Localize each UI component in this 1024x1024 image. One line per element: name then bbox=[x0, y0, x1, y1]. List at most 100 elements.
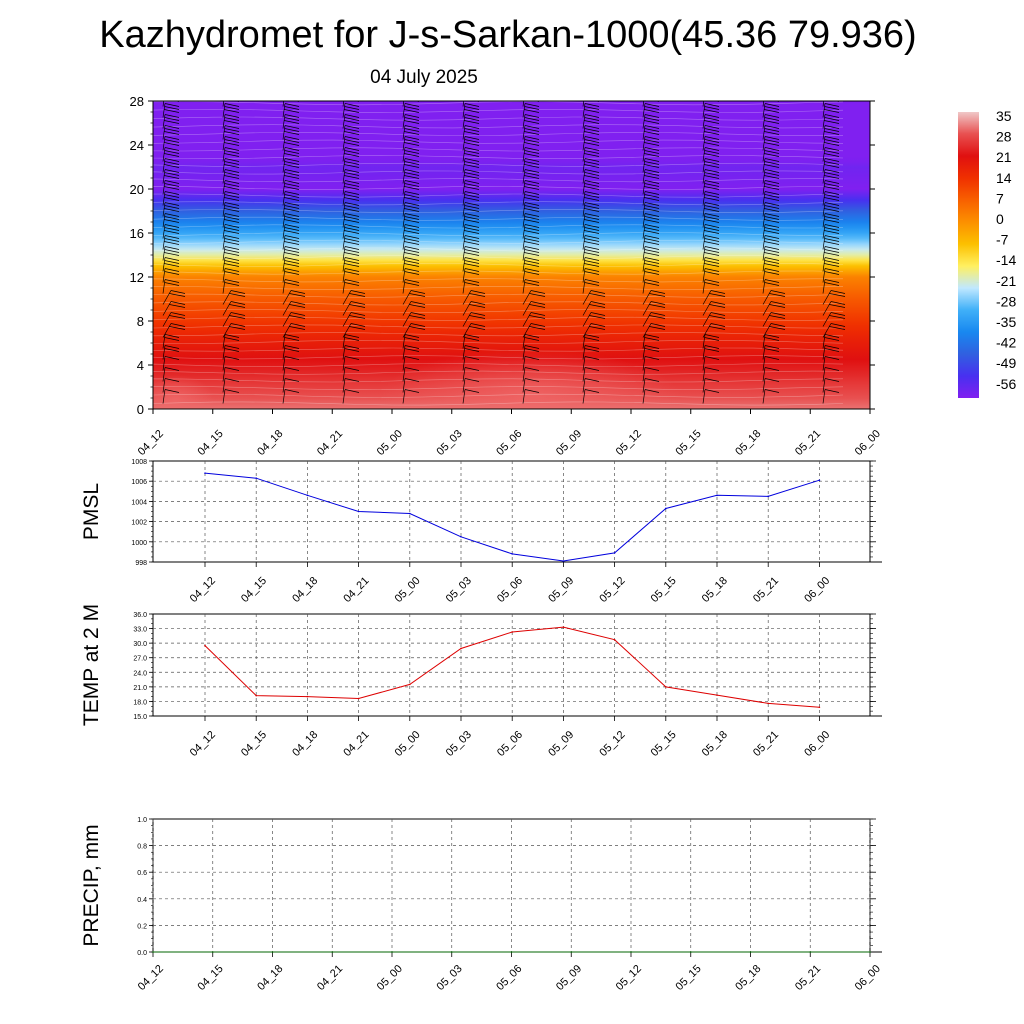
panel-x-tick-label: 05_09 bbox=[546, 729, 576, 759]
wind-barb bbox=[162, 312, 186, 327]
wind-barb bbox=[402, 235, 420, 250]
series-point bbox=[357, 510, 360, 513]
series-point bbox=[689, 951, 692, 953]
wind-barb bbox=[402, 268, 420, 283]
wind-barb bbox=[822, 356, 840, 371]
wind-barb bbox=[822, 334, 840, 349]
wind-barb bbox=[642, 279, 660, 294]
wind-barb bbox=[702, 246, 720, 261]
colorbar-labels: 35 28 21 14 7 0 -7 -14 -21 -28 -35 -42 -49 -56 bbox=[996, 108, 1016, 392]
isotherm-line bbox=[153, 401, 844, 406]
wind-barb bbox=[402, 147, 420, 162]
colorbar-label: -21 bbox=[996, 273, 1016, 289]
isotherm-line bbox=[153, 209, 844, 213]
isotherm-line bbox=[153, 262, 844, 267]
isotherm-line bbox=[153, 170, 844, 175]
series-point bbox=[204, 472, 206, 474]
wind-barb bbox=[822, 235, 840, 250]
section-x-tick-label: 05_09 bbox=[554, 428, 584, 458]
wind-barb bbox=[162, 103, 180, 118]
panel-x-tick-label: 05_18 bbox=[733, 963, 763, 993]
wind-barb bbox=[702, 345, 720, 360]
wind-barb bbox=[642, 224, 660, 239]
wind-barb bbox=[582, 213, 600, 228]
series-point bbox=[665, 507, 667, 510]
wind-barb bbox=[883, 203, 899, 217]
wind-barb bbox=[222, 389, 240, 404]
wind-barb bbox=[762, 312, 786, 327]
wind-barb bbox=[162, 367, 180, 382]
wind-barb bbox=[883, 115, 899, 129]
series-point bbox=[211, 951, 214, 953]
section-x-tick-label: 04_15 bbox=[196, 428, 226, 458]
wind-barb bbox=[282, 367, 300, 382]
panel-y-tick-label: 21.0 bbox=[133, 685, 147, 692]
wind-barb bbox=[462, 356, 480, 371]
wind-barb bbox=[883, 247, 899, 261]
wind-barb bbox=[162, 257, 180, 272]
wind-barb bbox=[462, 136, 480, 151]
wind-barb bbox=[762, 235, 780, 250]
isotherm-line bbox=[153, 293, 844, 298]
wind-barb bbox=[462, 334, 480, 349]
colorbar-label: -14 bbox=[996, 252, 1016, 268]
colorbar-label: -35 bbox=[996, 314, 1016, 330]
wind-barb bbox=[402, 202, 420, 217]
wind-barb bbox=[883, 104, 899, 118]
wind-barb bbox=[883, 148, 899, 162]
isotherm-line bbox=[153, 347, 844, 352]
series-point bbox=[306, 695, 309, 698]
wind-barb bbox=[642, 213, 660, 228]
wind-barb bbox=[582, 246, 600, 261]
wind-barb bbox=[222, 101, 240, 107]
wind-barb bbox=[762, 136, 780, 151]
wind-barb bbox=[462, 257, 480, 272]
wind-barb bbox=[822, 323, 846, 338]
panel-y-tick-label: 18.0 bbox=[133, 699, 147, 706]
wind-barb bbox=[162, 389, 180, 404]
wind-barb bbox=[402, 101, 420, 107]
wind-barb bbox=[822, 213, 840, 228]
wind-barb bbox=[402, 356, 420, 371]
wind-barb bbox=[402, 290, 426, 305]
wind-barb bbox=[462, 246, 480, 261]
panel-x-tick-label: 04_18 bbox=[255, 963, 285, 993]
wind-barb bbox=[462, 103, 480, 118]
wind-barb bbox=[462, 235, 480, 250]
wind-barb bbox=[282, 103, 300, 118]
wind-barb bbox=[282, 147, 300, 162]
panel-x-tick-label: 05_00 bbox=[375, 963, 405, 993]
wind-barb bbox=[342, 224, 360, 239]
wind-barb bbox=[582, 323, 606, 338]
series-point bbox=[570, 951, 573, 953]
wind-barb bbox=[162, 290, 186, 305]
isotherm-line bbox=[153, 286, 844, 290]
wind-barb bbox=[883, 357, 899, 371]
section-y-tick-label: 8 bbox=[137, 314, 144, 329]
wind-barb bbox=[883, 225, 899, 239]
wind-barb bbox=[162, 158, 180, 173]
series-point bbox=[665, 686, 667, 688]
wind-barb bbox=[282, 213, 300, 228]
wind-barb bbox=[642, 312, 666, 327]
panel-x-tick-label: 05_03 bbox=[444, 729, 474, 759]
series-point bbox=[357, 697, 360, 700]
isotherm-line bbox=[153, 216, 844, 221]
series-point bbox=[460, 535, 462, 538]
wind-barb bbox=[462, 301, 486, 316]
panel-y-tick-label: 0.0 bbox=[137, 950, 147, 957]
wind-barb bbox=[522, 224, 540, 239]
wind-barb bbox=[522, 101, 540, 107]
wind-barb bbox=[582, 158, 600, 173]
wind-barb bbox=[702, 158, 720, 173]
series-point bbox=[306, 494, 309, 497]
wind-barb bbox=[222, 191, 240, 206]
wind-barb bbox=[822, 136, 840, 151]
wind-barb bbox=[702, 279, 720, 294]
wind-barb bbox=[342, 103, 360, 118]
wind-barb bbox=[582, 312, 606, 327]
wind-barb bbox=[762, 334, 780, 349]
colorbar-label: -56 bbox=[996, 376, 1016, 392]
wind-barb bbox=[762, 180, 780, 195]
colorbar-label: -49 bbox=[996, 355, 1016, 371]
